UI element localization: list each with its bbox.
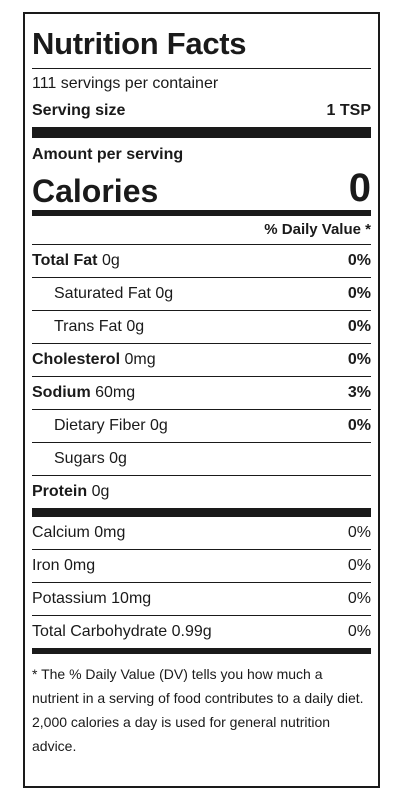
nutrient-name: Sodium — [32, 384, 91, 401]
nutrient-dv: 3% — [347, 384, 371, 401]
mineral-name: Total Carbohydrate 0.99g — [32, 623, 212, 640]
serving-size-row: Serving size 1 TSP — [32, 95, 371, 127]
mineral-name: Potassium 10mg — [32, 590, 152, 607]
nutrient-amount: 60mg — [95, 384, 136, 401]
nutrient-row-protein: Protein 0g — [32, 475, 371, 508]
nutrient-name: Cholesterol — [32, 351, 121, 368]
nutrient-dv: 0% — [347, 351, 371, 368]
nutrient-amount: 0g — [155, 285, 174, 302]
mineral-name: Calcium 0mg — [32, 524, 126, 541]
nutrient-dv: 0% — [347, 318, 371, 335]
nutrient-dv: 0% — [347, 417, 371, 434]
mineral-name: Iron 0mg — [32, 557, 96, 574]
medium-divider — [32, 210, 371, 216]
medium-divider — [32, 648, 371, 654]
nutrient-amount: 0g — [126, 318, 145, 335]
nutrient-dv: 0% — [347, 285, 371, 302]
serving-size-value: 1 TSP — [326, 102, 371, 119]
nutrient-row-trans-fat: Trans Fat 0g 0% — [32, 310, 371, 343]
nutrient-name: Saturated Fat — [54, 285, 151, 302]
nutrient-amount: 0g — [101, 252, 120, 269]
mineral-dv: 0% — [347, 590, 371, 607]
nutrient-name: Total Fat — [32, 252, 98, 269]
amount-per-serving: Amount per serving — [32, 146, 184, 163]
nutrient-amount: 0g — [91, 483, 110, 500]
calories-row: Calories 0 — [32, 166, 371, 210]
nutrient-row-cholesterol: Cholesterol 0mg 0% — [32, 343, 371, 376]
mineral-row-calcium: Calcium 0mg 0% — [32, 517, 371, 549]
nutrient-name: Sugars — [54, 450, 105, 467]
nutrient-name: Protein — [32, 483, 88, 500]
nutrient-row-saturated-fat: Saturated Fat 0g 0% — [32, 277, 371, 310]
mineral-row-total-carbohydrate: Total Carbohydrate 0.99g 0% — [32, 615, 371, 648]
nutrient-row-dietary-fiber: Dietary Fiber 0g 0% — [32, 409, 371, 442]
nutrient-amount: 0mg — [124, 351, 156, 368]
calories-value: 0 — [348, 166, 371, 210]
mineral-row-potassium: Potassium 10mg 0% — [32, 582, 371, 615]
nutrient-row-sodium: Sodium 60mg 3% — [32, 376, 371, 409]
nutrient-row-sugars: Sugars 0g — [32, 442, 371, 475]
nutrient-name: Dietary Fiber — [54, 417, 146, 434]
mineral-dv: 0% — [347, 557, 371, 574]
label-title: Nutrition Facts — [32, 26, 247, 61]
mineral-dv: 0% — [347, 623, 371, 640]
serving-size-label: Serving size — [32, 102, 126, 119]
mineral-dv: 0% — [347, 524, 371, 541]
nutrient-dv: 0% — [347, 252, 371, 269]
nutrient-amount: 0g — [150, 417, 168, 434]
thick-divider — [32, 508, 371, 517]
daily-value-footnote: * The % Daily Value (DV) tells you how m… — [32, 666, 364, 754]
calories-label: Calories — [32, 173, 159, 209]
nutrient-amount: 0g — [109, 450, 127, 467]
nutrition-facts-label: Nutrition Facts 111 servings per contain… — [23, 12, 380, 788]
servings-per-container: 111 servings per container — [32, 75, 219, 92]
nutrient-row-total-fat: Total Fat 0g 0% — [32, 244, 371, 277]
nutrient-name: Trans Fat — [54, 318, 122, 335]
mineral-row-iron: Iron 0mg 0% — [32, 549, 371, 582]
daily-value-header: % Daily Value * — [264, 221, 371, 238]
thick-divider — [32, 127, 371, 138]
divider — [32, 68, 371, 69]
